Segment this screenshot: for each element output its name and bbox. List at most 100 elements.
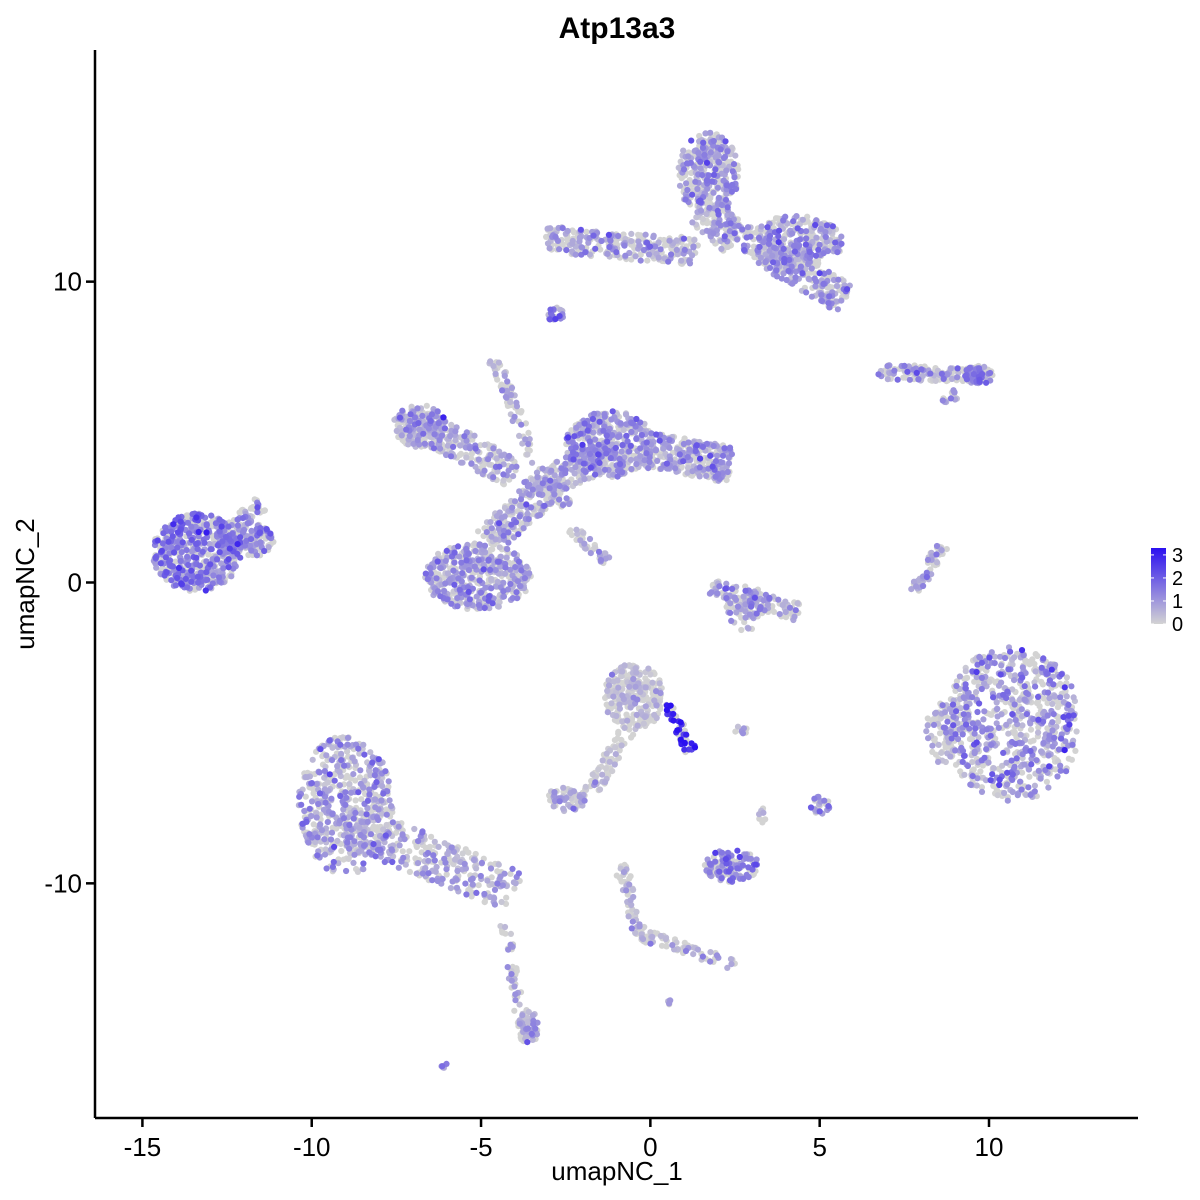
data-point (524, 446, 531, 453)
data-point (473, 865, 480, 872)
data-point (379, 783, 386, 790)
data-point (630, 731, 637, 738)
points-layer (150, 129, 1080, 1071)
data-point (1044, 700, 1051, 707)
data-point (1044, 725, 1051, 732)
data-point (406, 868, 413, 876)
data-point (487, 358, 494, 365)
data-point (398, 432, 405, 439)
data-point (649, 933, 656, 941)
data-point (933, 559, 941, 566)
data-point (957, 768, 964, 775)
data-point (728, 961, 735, 968)
data-point (706, 199, 714, 207)
data-point (602, 779, 609, 786)
data-point (1038, 748, 1045, 755)
data-point (481, 441, 488, 448)
data-point (760, 809, 767, 816)
data-point (791, 613, 798, 620)
data-point (433, 863, 440, 871)
data-point (1072, 747, 1079, 755)
data-point (653, 702, 660, 709)
data-point (501, 372, 508, 379)
data-point (553, 458, 561, 465)
data-point (1026, 661, 1033, 668)
data-point (519, 1012, 526, 1019)
data-point (560, 805, 567, 812)
data-point (690, 951, 697, 958)
data-point (745, 625, 752, 632)
data-point (1031, 782, 1038, 789)
data-point (653, 714, 660, 722)
data-point (431, 838, 438, 845)
data-point (998, 679, 1005, 686)
data-point (507, 870, 514, 878)
data-point (953, 678, 961, 685)
data-point (605, 682, 613, 689)
data-point (499, 929, 506, 936)
data-point (691, 237, 698, 244)
data-point (980, 716, 987, 723)
data-point (261, 507, 268, 514)
data-point (492, 370, 499, 378)
data-point (627, 456, 635, 463)
data-point (718, 245, 725, 252)
data-point (623, 711, 630, 718)
data-point (510, 879, 517, 886)
data-point (372, 791, 379, 798)
data-point (662, 935, 669, 943)
data-point (546, 245, 553, 252)
data-point (1070, 694, 1077, 701)
data-point (993, 699, 1000, 706)
data-point (172, 558, 179, 565)
data-point (444, 570, 451, 577)
data-point (1035, 711, 1042, 719)
data-point (524, 451, 531, 458)
data-point (248, 504, 255, 512)
data-point (994, 792, 1001, 799)
data-point (1005, 730, 1012, 737)
data-point (603, 750, 610, 757)
data-point (603, 701, 610, 708)
data-point (475, 882, 482, 889)
data-point (936, 730, 944, 737)
data-point (616, 747, 623, 754)
data-point (1049, 700, 1056, 708)
data-point (681, 435, 688, 442)
data-point (986, 711, 993, 718)
data-point (352, 777, 359, 784)
data-point (947, 753, 954, 760)
data-point (344, 772, 351, 780)
data-point (423, 402, 430, 409)
data-point (448, 421, 455, 428)
data-point (639, 936, 647, 943)
data-point (929, 742, 936, 749)
data-point (457, 442, 464, 449)
data-point (621, 662, 628, 669)
data-point (630, 886, 637, 894)
data-point (302, 793, 309, 800)
data-point (228, 573, 235, 580)
data-point (511, 885, 518, 892)
data-point (583, 228, 590, 235)
data-point (1035, 729, 1042, 736)
data-point (487, 519, 494, 526)
data-point (814, 262, 821, 269)
data-point (346, 781, 353, 788)
data-point (580, 529, 587, 536)
data-point (1035, 698, 1042, 705)
data-point (1063, 693, 1070, 700)
data-point (947, 365, 954, 372)
data-point (602, 765, 610, 772)
data-point (356, 774, 364, 781)
data-point (628, 230, 635, 237)
data-point (396, 842, 403, 849)
data-point (310, 790, 317, 797)
data-point (1027, 738, 1034, 745)
data-point (1011, 654, 1018, 661)
data-point (484, 877, 491, 884)
data-point (633, 669, 640, 676)
data-point (447, 885, 454, 892)
data-point (612, 751, 619, 758)
data-point (345, 855, 352, 863)
